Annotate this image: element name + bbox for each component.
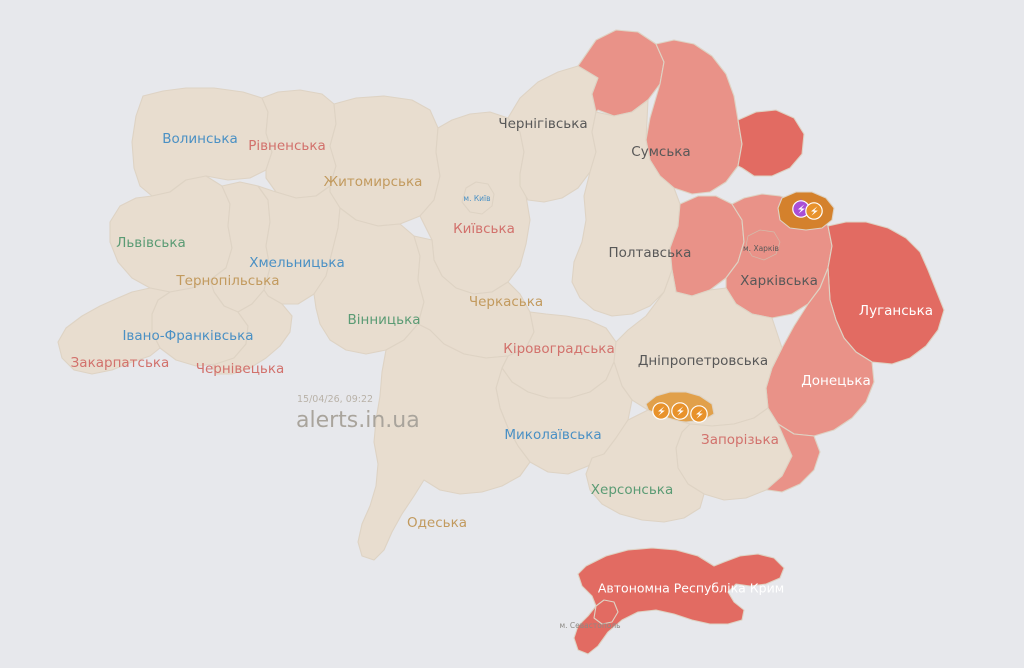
region-odesa[interactable] bbox=[358, 324, 530, 560]
alert-marker-m4[interactable] bbox=[671, 401, 689, 420]
markers-layer[interactable] bbox=[652, 199, 823, 423]
region-volyn[interactable] bbox=[132, 88, 272, 196]
region-crimea[interactable] bbox=[574, 548, 784, 654]
alert-swirl-icon bbox=[696, 409, 703, 419]
alert-swirl-icon bbox=[798, 204, 805, 214]
alert-swirl-icon bbox=[677, 406, 684, 416]
watermark: 15/04/26, 09:22 alerts.in.ua bbox=[296, 394, 420, 433]
region-zakarpattia[interactable] bbox=[58, 288, 170, 374]
region-sevastopol[interactable] bbox=[594, 600, 618, 624]
district-kharkiv-city[interactable] bbox=[745, 229, 781, 261]
watermark-sitename: alerts.in.ua bbox=[296, 408, 420, 433]
region-chernivtsi[interactable] bbox=[212, 290, 292, 374]
regions-layer[interactable] bbox=[58, 30, 944, 654]
alert-zone-sumy-east[interactable] bbox=[738, 110, 804, 176]
alert-zone-zaporizhzhia-east[interactable] bbox=[766, 424, 820, 492]
alert-marker-m1[interactable] bbox=[792, 199, 810, 218]
alert-marker-m3[interactable] bbox=[652, 401, 670, 420]
region-sumy[interactable] bbox=[646, 40, 742, 194]
alert-marker-m5[interactable] bbox=[690, 404, 708, 423]
watermark-timestamp: 15/04/26, 09:22 bbox=[297, 394, 373, 405]
region-zhytomyr[interactable] bbox=[330, 96, 440, 226]
district-kyiv-city[interactable] bbox=[462, 182, 494, 214]
alert-marker-m2[interactable] bbox=[805, 201, 823, 220]
alert-swirl-icon bbox=[658, 406, 665, 416]
region-kherson[interactable] bbox=[586, 410, 704, 522]
alert-swirl-icon bbox=[811, 206, 818, 216]
region-rivne[interactable] bbox=[262, 90, 336, 198]
